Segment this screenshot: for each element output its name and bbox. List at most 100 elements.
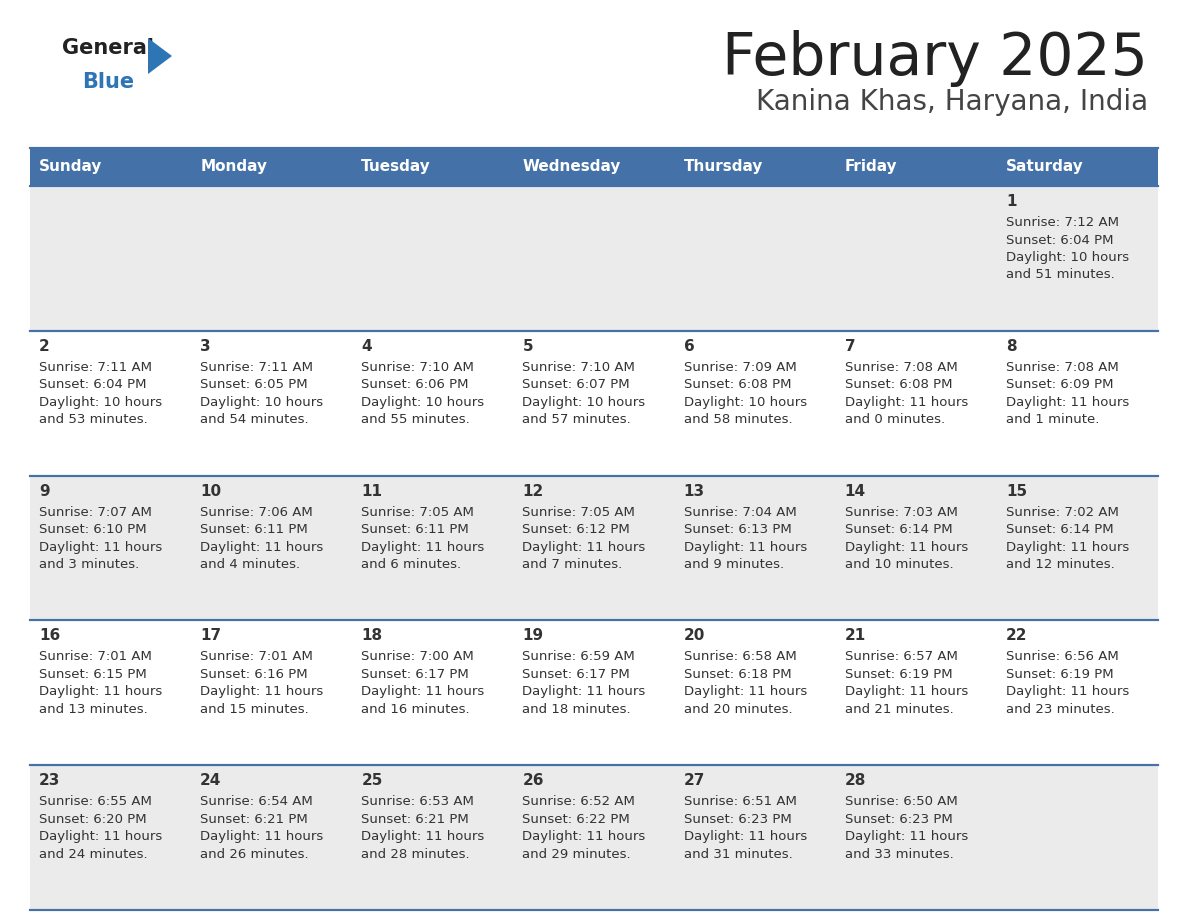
Text: and 54 minutes.: and 54 minutes. xyxy=(200,413,309,426)
Text: Sunset: 6:05 PM: Sunset: 6:05 PM xyxy=(200,378,308,391)
Text: Kanina Khas, Haryana, India: Kanina Khas, Haryana, India xyxy=(756,88,1148,116)
Bar xyxy=(513,621,675,766)
Text: Sunset: 6:10 PM: Sunset: 6:10 PM xyxy=(39,523,146,536)
Text: 19: 19 xyxy=(523,629,544,644)
Text: Friday: Friday xyxy=(845,160,897,174)
Text: and 15 minutes.: and 15 minutes. xyxy=(200,703,309,716)
Text: Daylight: 11 hours: Daylight: 11 hours xyxy=(39,830,163,844)
Text: Blue: Blue xyxy=(82,72,134,92)
Text: Sunrise: 7:05 AM: Sunrise: 7:05 AM xyxy=(523,506,636,519)
Text: Sunset: 6:16 PM: Sunset: 6:16 PM xyxy=(200,668,308,681)
Bar xyxy=(191,621,353,766)
Text: and 0 minutes.: and 0 minutes. xyxy=(845,413,944,426)
Text: General: General xyxy=(62,38,154,58)
Text: Sunrise: 6:56 AM: Sunrise: 6:56 AM xyxy=(1006,650,1119,664)
Text: 13: 13 xyxy=(683,484,704,498)
Bar xyxy=(513,330,675,476)
Text: 15: 15 xyxy=(1006,484,1026,498)
Text: and 21 minutes.: and 21 minutes. xyxy=(845,703,954,716)
Bar xyxy=(191,186,353,330)
Text: Sunrise: 6:51 AM: Sunrise: 6:51 AM xyxy=(683,795,796,808)
Bar xyxy=(513,766,675,910)
Text: Daylight: 10 hours: Daylight: 10 hours xyxy=(200,396,323,409)
Text: Sunset: 6:11 PM: Sunset: 6:11 PM xyxy=(361,523,469,536)
Text: 25: 25 xyxy=(361,773,383,789)
Text: and 18 minutes.: and 18 minutes. xyxy=(523,703,631,716)
Text: Saturday: Saturday xyxy=(1006,160,1083,174)
Bar xyxy=(835,766,997,910)
Text: 20: 20 xyxy=(683,629,704,644)
Text: 27: 27 xyxy=(683,773,704,789)
Bar xyxy=(353,476,513,621)
Text: Sunrise: 6:57 AM: Sunrise: 6:57 AM xyxy=(845,650,958,664)
Text: and 3 minutes.: and 3 minutes. xyxy=(39,558,139,571)
Bar xyxy=(997,330,1158,476)
Text: Daylight: 11 hours: Daylight: 11 hours xyxy=(361,830,485,844)
Text: Sunrise: 6:50 AM: Sunrise: 6:50 AM xyxy=(845,795,958,808)
Bar xyxy=(353,186,513,330)
Text: Sunset: 6:19 PM: Sunset: 6:19 PM xyxy=(1006,668,1113,681)
Text: Daylight: 11 hours: Daylight: 11 hours xyxy=(683,541,807,554)
Text: Sunset: 6:04 PM: Sunset: 6:04 PM xyxy=(39,378,146,391)
Text: Sunrise: 7:09 AM: Sunrise: 7:09 AM xyxy=(683,361,796,374)
Bar xyxy=(191,476,353,621)
Text: and 10 minutes.: and 10 minutes. xyxy=(845,558,953,571)
Bar xyxy=(835,148,997,186)
Text: Sunset: 6:06 PM: Sunset: 6:06 PM xyxy=(361,378,469,391)
Bar xyxy=(997,186,1158,330)
Text: Sunset: 6:14 PM: Sunset: 6:14 PM xyxy=(1006,523,1113,536)
Text: Daylight: 10 hours: Daylight: 10 hours xyxy=(1006,251,1129,264)
Text: 17: 17 xyxy=(200,629,221,644)
Text: Sunset: 6:09 PM: Sunset: 6:09 PM xyxy=(1006,378,1113,391)
Text: Sunrise: 6:55 AM: Sunrise: 6:55 AM xyxy=(39,795,152,808)
Bar xyxy=(675,621,835,766)
Text: Daylight: 11 hours: Daylight: 11 hours xyxy=(683,686,807,699)
Text: Sunset: 6:17 PM: Sunset: 6:17 PM xyxy=(361,668,469,681)
Text: Sunrise: 7:11 AM: Sunrise: 7:11 AM xyxy=(39,361,152,374)
Text: Daylight: 11 hours: Daylight: 11 hours xyxy=(845,830,968,844)
Polygon shape xyxy=(148,38,172,74)
Text: and 20 minutes.: and 20 minutes. xyxy=(683,703,792,716)
Text: Daylight: 10 hours: Daylight: 10 hours xyxy=(523,396,645,409)
Bar xyxy=(353,330,513,476)
Text: Sunrise: 7:10 AM: Sunrise: 7:10 AM xyxy=(361,361,474,374)
Text: 7: 7 xyxy=(845,339,855,353)
Bar xyxy=(353,621,513,766)
Text: 9: 9 xyxy=(39,484,50,498)
Text: and 6 minutes.: and 6 minutes. xyxy=(361,558,461,571)
Text: Monday: Monday xyxy=(200,160,267,174)
Text: and 31 minutes.: and 31 minutes. xyxy=(683,847,792,861)
Bar xyxy=(30,476,191,621)
Text: Daylight: 10 hours: Daylight: 10 hours xyxy=(361,396,485,409)
Text: Sunset: 6:14 PM: Sunset: 6:14 PM xyxy=(845,523,953,536)
Bar xyxy=(30,148,191,186)
Text: Thursday: Thursday xyxy=(683,160,763,174)
Text: Daylight: 11 hours: Daylight: 11 hours xyxy=(523,541,646,554)
Text: February 2025: February 2025 xyxy=(722,30,1148,87)
Text: Wednesday: Wednesday xyxy=(523,160,621,174)
Text: Sunrise: 7:07 AM: Sunrise: 7:07 AM xyxy=(39,506,152,519)
Bar xyxy=(513,148,675,186)
Text: Sunrise: 7:08 AM: Sunrise: 7:08 AM xyxy=(1006,361,1119,374)
Text: 18: 18 xyxy=(361,629,383,644)
Text: Sunset: 6:20 PM: Sunset: 6:20 PM xyxy=(39,812,146,825)
Text: Tuesday: Tuesday xyxy=(361,160,431,174)
Bar xyxy=(30,330,191,476)
Text: Sunrise: 7:04 AM: Sunrise: 7:04 AM xyxy=(683,506,796,519)
Bar xyxy=(30,186,191,330)
Text: Sunset: 6:18 PM: Sunset: 6:18 PM xyxy=(683,668,791,681)
Bar xyxy=(675,148,835,186)
Text: Sunrise: 7:12 AM: Sunrise: 7:12 AM xyxy=(1006,216,1119,229)
Text: 14: 14 xyxy=(845,484,866,498)
Text: 11: 11 xyxy=(361,484,383,498)
Text: Daylight: 11 hours: Daylight: 11 hours xyxy=(523,686,646,699)
Text: Sunrise: 6:54 AM: Sunrise: 6:54 AM xyxy=(200,795,312,808)
Text: Sunrise: 7:03 AM: Sunrise: 7:03 AM xyxy=(845,506,958,519)
Text: 22: 22 xyxy=(1006,629,1028,644)
Text: Sunrise: 7:02 AM: Sunrise: 7:02 AM xyxy=(1006,506,1119,519)
Text: 1: 1 xyxy=(1006,194,1017,209)
Text: Sunrise: 7:00 AM: Sunrise: 7:00 AM xyxy=(361,650,474,664)
Text: Sunset: 6:15 PM: Sunset: 6:15 PM xyxy=(39,668,147,681)
Text: Daylight: 11 hours: Daylight: 11 hours xyxy=(200,541,323,554)
Text: Sunset: 6:21 PM: Sunset: 6:21 PM xyxy=(361,812,469,825)
